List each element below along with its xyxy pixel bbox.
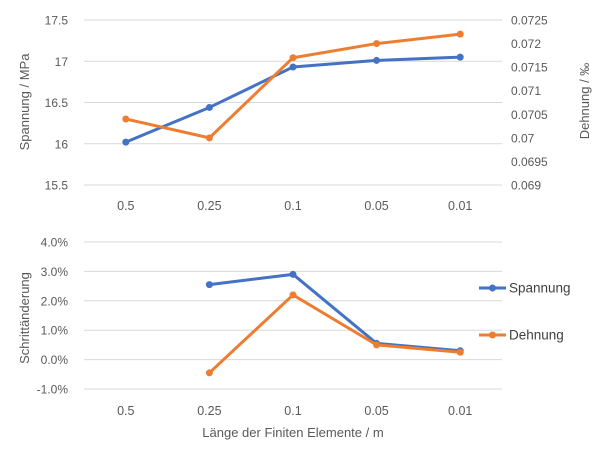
y-tick-label: 16: [55, 137, 69, 151]
y-tick-label: 16.5: [45, 96, 69, 110]
legend-marker-dot: [489, 284, 496, 292]
top-right-axis-title: Dehnung / ‰: [577, 63, 592, 140]
x-tick-label: 0.1: [284, 199, 301, 213]
x-tick-label: 0.05: [364, 404, 388, 418]
y-tick-label: 1.0%: [41, 324, 69, 338]
series-dehnung-marker: [456, 348, 464, 356]
x-tick-label: 0.01: [448, 199, 472, 213]
y-tick-label: 0.069: [511, 179, 541, 193]
y-tick-label: 2.0%: [41, 294, 69, 308]
y-tick-label: 17: [55, 55, 69, 69]
top-chart-right-axis-labels: 0.0725 0.072 0.0715 0.071 0.0705 0.07 0.0695 0.…: [511, 14, 548, 193]
series-spannung-marker: [205, 281, 213, 289]
series-spannung-marker: [122, 138, 130, 146]
y-tick-label: 0.0705: [511, 108, 548, 122]
series-spannung-marker: [289, 63, 297, 71]
top-chart-series: [122, 30, 464, 146]
x-tick-label: 0.05: [364, 199, 388, 213]
x-tick-label: 0.25: [197, 404, 221, 418]
x-tick-label: 0.5: [117, 404, 134, 418]
y-tick-label: 0.0725: [511, 14, 548, 28]
series-dehnung-marker: [373, 40, 381, 48]
bottom-chart-left-axis-labels: 4.0% 3.0% 2.0% 1.0% 0.0% -1.0%: [37, 236, 69, 397]
bottom-chart-series: [205, 270, 464, 377]
y-tick-label: 3.0%: [41, 265, 69, 279]
series-spannung-marker: [205, 103, 213, 111]
legend-item-spannung: Spannung: [479, 281, 571, 296]
y-tick-label: 0.0%: [41, 353, 69, 367]
series-dehnung-marker: [289, 291, 297, 299]
y-tick-label: 17.5: [45, 14, 69, 28]
top-chart-left-axis-labels: 17.5 17 16.5 16 15.5: [45, 14, 69, 193]
legend-label: Dehnung: [509, 328, 564, 343]
x-axis-title: Länge der Finiten Elemente / m: [202, 425, 383, 440]
bottom-chart-category-labels: 0.5 0.25 0.1 0.05 0.01: [117, 404, 472, 418]
bottom-chart-gridlines: [84, 241, 502, 390]
y-tick-label: 4.0%: [41, 236, 69, 250]
x-tick-label: 0.5: [117, 199, 134, 213]
x-tick-label: 0.01: [448, 404, 472, 418]
legend-label: Spannung: [509, 281, 571, 296]
y-tick-label: 0.0695: [511, 155, 548, 169]
series-dehnung-line: [207, 293, 462, 375]
y-tick-label: 0.071: [511, 84, 541, 98]
series-dehnung-marker: [456, 30, 464, 38]
bottom-left-axis-title: Schrittänderung: [17, 272, 32, 364]
series-dehnung-marker: [205, 134, 213, 142]
x-tick-label: 0.25: [197, 199, 221, 213]
top-chart-category-labels: 0.5 0.25 0.1 0.05 0.01: [117, 199, 472, 213]
y-tick-label: 0.072: [511, 37, 541, 51]
top-left-axis-title: Spannung / MPa: [17, 53, 32, 151]
series-dehnung-marker: [373, 341, 381, 349]
series-dehnung-marker: [122, 115, 130, 123]
series-dehnung-marker: [289, 54, 297, 62]
y-tick-label: 0.0715: [511, 61, 548, 75]
y-tick-label: 15.5: [45, 179, 69, 193]
series-spannung-marker: [289, 270, 297, 278]
y-tick-label: -1.0%: [37, 383, 69, 397]
legend-marker-dot: [489, 331, 496, 339]
legend-item-dehnung: Dehnung: [479, 328, 564, 343]
series-spannung-marker: [456, 53, 464, 61]
chart-legend: Spannung Dehnung: [479, 281, 571, 343]
series-spannung-marker: [373, 56, 381, 64]
y-tick-label: 0.07: [511, 131, 535, 145]
top-chart-gridlines: [84, 19, 502, 186]
series-dehnung-marker: [205, 369, 213, 377]
x-tick-label: 0.1: [284, 404, 301, 418]
